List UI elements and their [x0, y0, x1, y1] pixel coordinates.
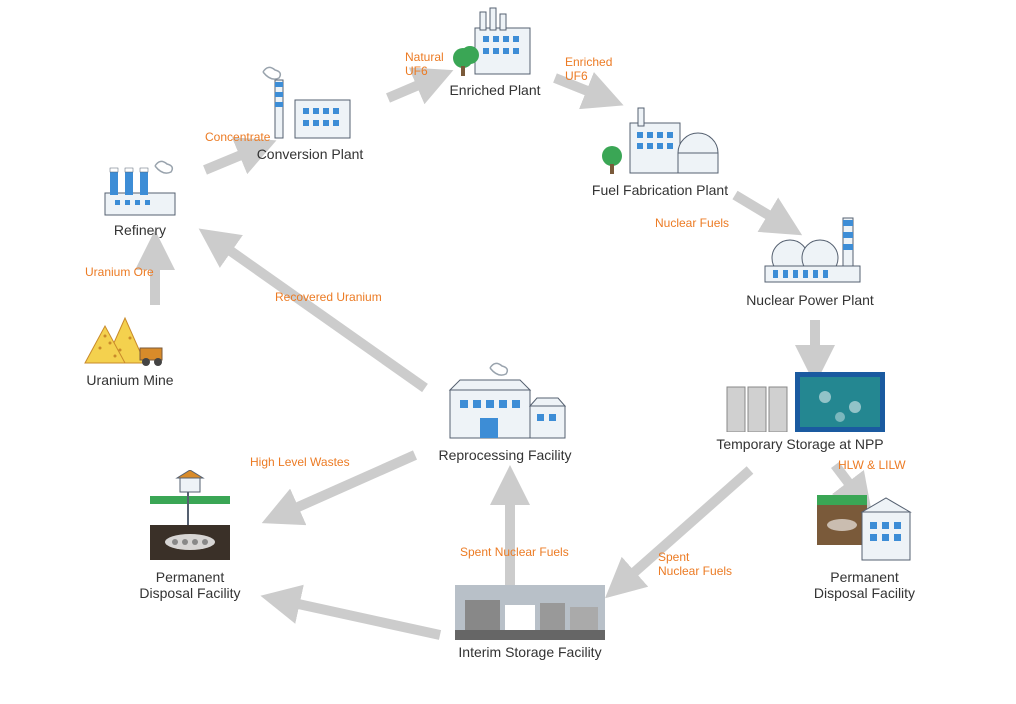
node-refinery: Refinery [95, 148, 185, 238]
interim-storage-label: Interim Storage Facility [455, 644, 605, 660]
node-reprocessing: Reprocessing Facility [435, 358, 575, 463]
edge-nuclear-fuels: Nuclear Fuels [655, 216, 729, 230]
node-conversion-plant: Conversion Plant [255, 62, 365, 162]
perm-disposal-right-label: Permanent Disposal Facility [812, 569, 917, 601]
node-nuclear-power-plant: Nuclear Power Plant [745, 208, 875, 308]
node-enriched-plant: Enriched Plant [445, 0, 545, 98]
reprocessing-label: Reprocessing Facility [435, 447, 575, 463]
node-perm-disposal-left: Permanent Disposal Facility [135, 470, 245, 601]
fuel-fabrication-label: Fuel Fabrication Plant [590, 182, 730, 198]
edge-recovered-uranium: Recovered Uranium [275, 290, 382, 304]
edge-hlw-lilw: HLW & LILW [838, 458, 906, 472]
node-fuel-fabrication: Fuel Fabrication Plant [590, 98, 730, 198]
edge-concentrate: Concentrate [205, 130, 270, 144]
edge-natural-uf6: Natural UF6 [405, 50, 444, 78]
node-uranium-mine: Uranium Mine [80, 308, 180, 388]
node-interim-storage: Interim Storage Facility [455, 585, 605, 660]
fuel-fabrication-icon [590, 98, 730, 178]
uranium-mine-label: Uranium Mine [80, 372, 180, 388]
reprocessing-icon [435, 358, 575, 443]
edge-enriched-uf6: Enriched UF6 [565, 55, 612, 83]
edge-uranium-ore: Uranium Ore [85, 265, 154, 279]
conversion-plant-label: Conversion Plant [255, 146, 365, 162]
node-temp-storage: Temporary Storage at NPP [715, 372, 885, 452]
perm-disposal-left-icon [135, 470, 245, 565]
temp-storage-photo-icon [715, 372, 885, 432]
refinery-icon [95, 148, 185, 218]
nuclear-power-plant-icon [745, 208, 875, 288]
edge-spent-fuels-1: Spent Nuclear Fuels [658, 550, 732, 578]
conversion-plant-icon [255, 62, 365, 142]
nuclear-power-plant-label: Nuclear Power Plant [745, 292, 875, 308]
edge-high-level-wastes: High Level Wastes [250, 455, 350, 469]
enriched-plant-icon [445, 0, 545, 78]
enriched-plant-label: Enriched Plant [445, 82, 545, 98]
edge-spent-fuels-2: Spent Nuclear Fuels [460, 545, 569, 559]
perm-disposal-left-label: Permanent Disposal Facility [135, 569, 245, 601]
node-perm-disposal-right: Permanent Disposal Facility [812, 490, 917, 601]
perm-disposal-right-icon [812, 490, 917, 565]
refinery-label: Refinery [95, 222, 185, 238]
uranium-mine-icon [80, 308, 180, 368]
temp-storage-label: Temporary Storage at NPP [715, 436, 885, 452]
interim-storage-photo-icon [455, 585, 605, 640]
